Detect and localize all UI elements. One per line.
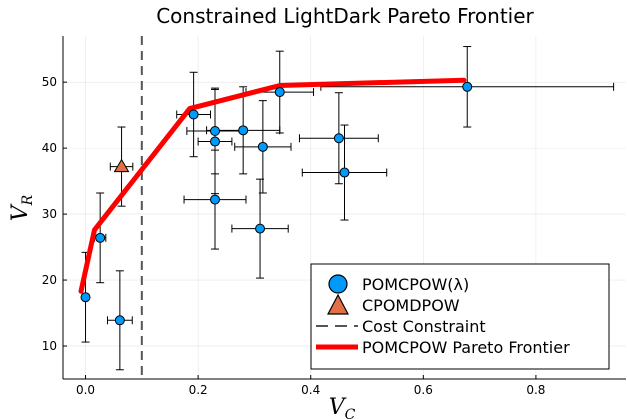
y-axis-label-sub: R	[20, 194, 36, 206]
x-axis-label-main: V	[329, 395, 347, 419]
legend-pomcpow-marker	[328, 274, 348, 294]
x-tick-label-2: 0.4	[301, 383, 320, 397]
pomcpow-point-8	[257, 141, 268, 152]
y-axis-label: VR	[8, 194, 36, 221]
y-tick-label-1: 20	[42, 273, 57, 287]
chart-marks	[78, 36, 615, 379]
pomcpow-point-9	[255, 223, 266, 234]
legend-cpomdpow-marker	[327, 293, 349, 315]
y-axis-label-main: V	[8, 203, 33, 221]
cpomdpow-point-0	[113, 158, 130, 173]
x-tick-label-0: 0.0	[76, 383, 95, 397]
pomcpow-point-3	[188, 109, 199, 120]
legend-frontier-label: POMCPOW Pareto Frontier	[362, 338, 570, 357]
pomcpow-point-11	[333, 133, 344, 144]
y-tick-label-2: 30	[42, 207, 57, 221]
x-tick-label-3: 0.6	[414, 383, 433, 397]
legend: POMCPOW(λ) CPOMDPOW Cost Constraint POMC…	[310, 263, 610, 370]
legend-pomcpow-label: POMCPOW(λ)	[362, 275, 469, 294]
pomcpow-point-1	[95, 232, 106, 243]
x-tick-label-4: 0.8	[526, 383, 545, 397]
chart-title: Constrained LightDark Pareto Frontier	[156, 4, 534, 28]
pareto-frontier-line	[78, 77, 467, 294]
legend-cpomdpow-label: CPOMDPOW	[362, 296, 460, 315]
plot-frame	[62, 36, 626, 380]
pomcpow-point-13	[462, 81, 473, 92]
x-axis-label: VC	[329, 395, 356, 419]
pomcpow-point-6	[210, 194, 221, 205]
pomcpow-point-5	[210, 136, 221, 147]
x-axis-label-sub: C	[345, 407, 356, 419]
legend-box	[310, 263, 610, 370]
x-tick-label-1: 0.2	[189, 383, 208, 397]
y-tick-label-4: 50	[42, 75, 57, 89]
pomcpow-point-12	[339, 167, 350, 178]
x-ticks: 0.0 0.2 0.4 0.6 0.8	[76, 375, 545, 397]
pomcpow-point-4	[210, 125, 221, 136]
pomcpow-point-7	[238, 125, 249, 136]
legend-constraint-label: Cost Constraint	[362, 317, 486, 336]
y-ticks: 10 20 30 40 50	[42, 75, 67, 353]
pomcpow-point-10	[274, 87, 285, 98]
y-tick-label-0: 10	[42, 339, 57, 353]
pomcpow-point-2	[114, 315, 125, 326]
y-tick-label-3: 40	[42, 141, 57, 155]
pomcpow-point-0	[80, 292, 91, 303]
